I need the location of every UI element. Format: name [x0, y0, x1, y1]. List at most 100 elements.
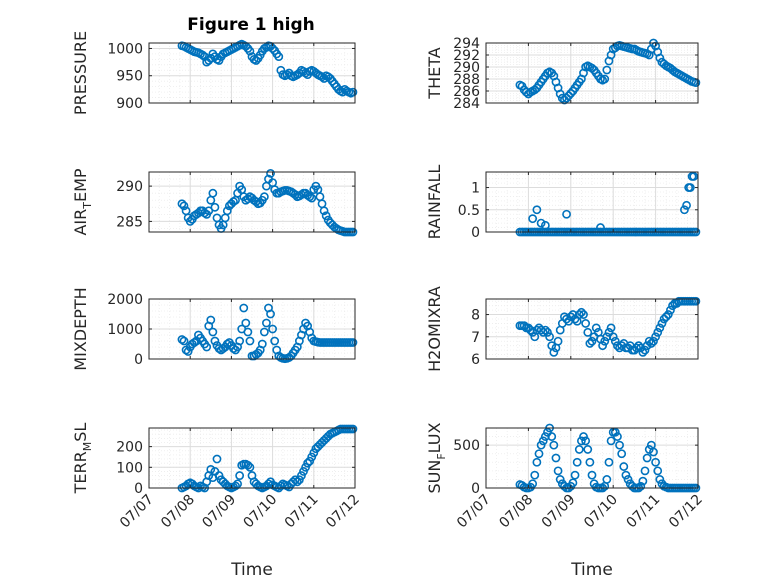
data-point [562, 314, 571, 324]
data-point [348, 424, 358, 434]
data-point [663, 310, 673, 319]
data-point [562, 93, 571, 103]
data-point [536, 440, 546, 450]
data-point [290, 190, 300, 199]
data-point [600, 336, 610, 346]
data-point [666, 305, 675, 315]
data-point [555, 89, 565, 99]
x-tick-label: 07/08 [496, 492, 536, 532]
data-point [646, 339, 656, 348]
data-point [581, 319, 591, 328]
data-point [321, 211, 331, 221]
y-tick-label: 0.5 [458, 203, 480, 219]
y-tick-label: 6 [471, 352, 480, 368]
data-point [568, 310, 578, 319]
y-tick-label: 0 [471, 225, 480, 241]
data-point [532, 457, 542, 467]
data-point [610, 336, 620, 346]
data-point [270, 336, 280, 346]
data-point [655, 475, 665, 484]
data-point [689, 172, 699, 181]
data-point [649, 336, 658, 346]
data-point [636, 481, 646, 491]
data-point [577, 307, 586, 317]
data-point [259, 192, 269, 202]
data-point [276, 481, 286, 491]
data-point [549, 440, 559, 450]
data-point [583, 327, 593, 337]
data-point [243, 460, 253, 470]
data-point [562, 209, 571, 219]
data-point [317, 72, 327, 82]
data-point [210, 202, 220, 212]
data-point [644, 336, 654, 346]
x-tick-label: 07/09 [199, 492, 239, 532]
data-point [545, 332, 554, 342]
data-point [621, 470, 631, 480]
figure-title: Figure 1 high [187, 15, 315, 35]
grid [485, 172, 699, 233]
data-point [528, 479, 538, 489]
data-point [551, 453, 561, 463]
data-point [214, 471, 224, 480]
data-point [309, 448, 319, 458]
y-axis-label: AIRTEMP [71, 168, 94, 235]
data-point [519, 321, 529, 331]
axes-frame [485, 171, 699, 233]
data-point [585, 457, 595, 467]
data-point [581, 436, 591, 446]
data-point [566, 312, 576, 322]
data-point [262, 318, 271, 328]
y-tick-label: 7 [471, 330, 480, 346]
data-point [564, 91, 574, 101]
data-point [543, 327, 552, 337]
data-point [538, 436, 548, 446]
data-point [235, 336, 245, 346]
y-tick-label: 288 [453, 72, 480, 88]
subplot-rainfall: 0 0.5 1 RAINFALL [425, 165, 701, 241]
data-point [579, 310, 588, 319]
data-point [568, 478, 578, 488]
data-point [222, 206, 232, 216]
data-point [319, 206, 329, 216]
data-point [208, 327, 218, 337]
data-point [651, 332, 660, 342]
data-point [307, 193, 317, 203]
data-point [570, 470, 580, 480]
data-point [198, 50, 207, 60]
data-point [547, 432, 557, 441]
data-point [638, 476, 648, 486]
y-tick-label: 294 [453, 36, 480, 52]
data-point [245, 462, 255, 472]
y-tick-label: 0 [134, 481, 143, 497]
data-point [206, 53, 216, 63]
y-tick-label: 1 [471, 181, 480, 197]
y-axis-label: PRESSURE [71, 31, 90, 115]
y-tick-label: 0 [471, 481, 480, 497]
series-markers [177, 303, 358, 364]
data-point [600, 74, 610, 84]
y-axis-label: THETA [425, 47, 444, 99]
data-point [259, 327, 269, 337]
data-point [540, 220, 550, 230]
data-point [307, 452, 317, 462]
data-point [536, 218, 546, 228]
axes-frame [485, 298, 699, 360]
data-point [251, 56, 261, 65]
data-point [640, 345, 650, 355]
data-point [183, 347, 193, 356]
data-point [642, 341, 652, 351]
data-point [292, 477, 302, 487]
y-axis-label: SUNFLUX [425, 422, 448, 493]
grid [148, 298, 356, 360]
data-point [610, 427, 620, 437]
x-tick-label: 07/12 [666, 492, 706, 532]
data-point [303, 458, 313, 468]
data-point [617, 449, 627, 459]
y-tick-label: 0 [134, 352, 143, 368]
data-point [574, 445, 584, 454]
data-point [266, 309, 275, 319]
x-tick-label: 07/10 [241, 492, 281, 532]
